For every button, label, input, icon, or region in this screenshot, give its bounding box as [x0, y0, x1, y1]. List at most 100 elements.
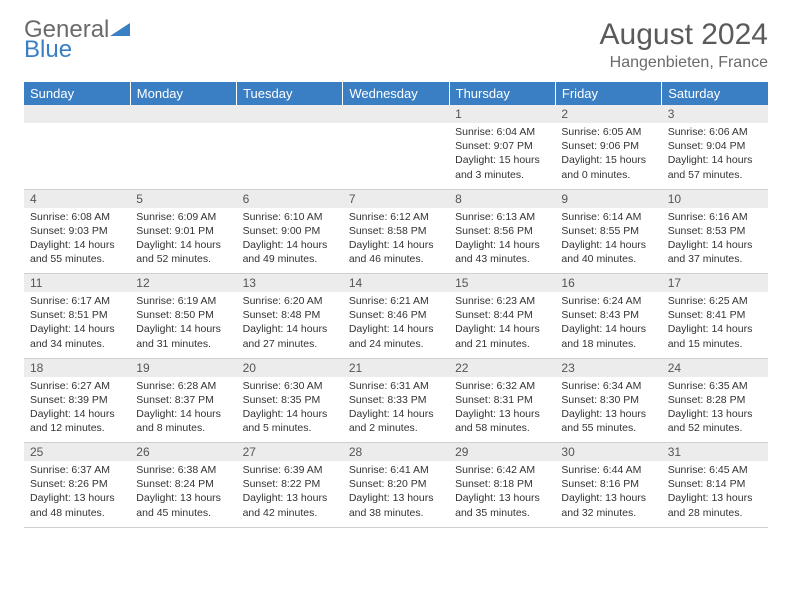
day-detail-cell: Sunrise: 6:04 AMSunset: 9:07 PMDaylight:… [449, 123, 555, 189]
day-number-cell: 30 [555, 443, 661, 462]
daylight-text: Daylight: 14 hours and 43 minutes. [455, 238, 549, 266]
day-number-cell: 4 [24, 189, 130, 208]
sunrise-text: Sunrise: 6:27 AM [30, 379, 124, 393]
day-number-cell [130, 105, 236, 123]
day-detail-cell: Sunrise: 6:41 AMSunset: 8:20 PMDaylight:… [343, 461, 449, 527]
day-number-cell: 17 [662, 274, 768, 293]
day-number-cell: 23 [555, 358, 661, 377]
sunrise-text: Sunrise: 6:14 AM [561, 210, 655, 224]
day-number-cell: 29 [449, 443, 555, 462]
day-number-cell: 15 [449, 274, 555, 293]
header-row: GeneralBlue August 2024 Hangenbieten, Fr… [24, 18, 768, 72]
day-number-row: 123 [24, 105, 768, 123]
sunrise-text: Sunrise: 6:09 AM [136, 210, 230, 224]
sunrise-text: Sunrise: 6:19 AM [136, 294, 230, 308]
day-detail-cell: Sunrise: 6:42 AMSunset: 8:18 PMDaylight:… [449, 461, 555, 527]
sunset-text: Sunset: 8:37 PM [136, 393, 230, 407]
daylight-text: Daylight: 13 hours and 52 minutes. [668, 407, 762, 435]
day-number-cell: 2 [555, 105, 661, 123]
daylight-text: Daylight: 14 hours and 2 minutes. [349, 407, 443, 435]
daylight-text: Daylight: 14 hours and 24 minutes. [349, 322, 443, 350]
day-detail-cell: Sunrise: 6:27 AMSunset: 8:39 PMDaylight:… [24, 377, 130, 443]
day-detail-cell: Sunrise: 6:28 AMSunset: 8:37 PMDaylight:… [130, 377, 236, 443]
day-detail-cell [24, 123, 130, 189]
sunrise-text: Sunrise: 6:04 AM [455, 125, 549, 139]
sunset-text: Sunset: 8:22 PM [243, 477, 337, 491]
sunset-text: Sunset: 9:01 PM [136, 224, 230, 238]
calendar-body: 123 Sunrise: 6:04 AMSunset: 9:07 PMDayli… [24, 105, 768, 527]
daylight-text: Daylight: 14 hours and 52 minutes. [136, 238, 230, 266]
sunrise-text: Sunrise: 6:30 AM [243, 379, 337, 393]
sunrise-text: Sunrise: 6:28 AM [136, 379, 230, 393]
day-detail-cell: Sunrise: 6:25 AMSunset: 8:41 PMDaylight:… [662, 292, 768, 358]
day-detail-cell [343, 123, 449, 189]
sunset-text: Sunset: 8:35 PM [243, 393, 337, 407]
day-detail-cell: Sunrise: 6:23 AMSunset: 8:44 PMDaylight:… [449, 292, 555, 358]
daylight-text: Daylight: 14 hours and 55 minutes. [30, 238, 124, 266]
sunrise-text: Sunrise: 6:38 AM [136, 463, 230, 477]
sunrise-text: Sunrise: 6:24 AM [561, 294, 655, 308]
daylight-text: Daylight: 13 hours and 55 minutes. [561, 407, 655, 435]
day-number-cell: 7 [343, 189, 449, 208]
sunset-text: Sunset: 8:50 PM [136, 308, 230, 322]
day-number-cell [237, 105, 343, 123]
sunset-text: Sunset: 8:16 PM [561, 477, 655, 491]
sunset-text: Sunset: 8:55 PM [561, 224, 655, 238]
sunset-text: Sunset: 8:28 PM [668, 393, 762, 407]
sunset-text: Sunset: 8:31 PM [455, 393, 549, 407]
sunrise-text: Sunrise: 6:42 AM [455, 463, 549, 477]
day-detail-row: Sunrise: 6:37 AMSunset: 8:26 PM Daylight:… [24, 461, 768, 527]
day-detail-cell: Sunrise: 6:34 AMSunset: 8:30 PMDaylight:… [555, 377, 661, 443]
sunset-text: Sunset: 8:51 PM [30, 308, 124, 322]
day-detail-cell: Sunrise: 6:39 AMSunset: 8:22 PMDaylight:… [237, 461, 343, 527]
sunrise-text: Sunrise: 6:45 AM [668, 463, 762, 477]
sunrise-text: Sunrise: 6:39 AM [243, 463, 337, 477]
daylight-text: Daylight: 14 hours and 40 minutes. [561, 238, 655, 266]
day-detail-cell: Sunrise: 6:38 AMSunset: 8:24 PMDaylight:… [130, 461, 236, 527]
sunset-text: Sunset: 9:03 PM [30, 224, 124, 238]
sunrise-text: Sunrise: 6:34 AM [561, 379, 655, 393]
day-number-cell: 24 [662, 358, 768, 377]
sunset-text: Sunset: 8:33 PM [349, 393, 443, 407]
day-number-cell: 13 [237, 274, 343, 293]
sunrise-text: Sunrise: 6:37 AM [30, 463, 124, 477]
day-detail-cell: Sunrise: 6:08 AMSunset: 9:03 PMDaylight:… [24, 208, 130, 274]
day-detail-cell: Sunrise: 6:31 AMSunset: 8:33 PMDaylight:… [343, 377, 449, 443]
day-number-cell: 25 [24, 443, 130, 462]
sunrise-text: Sunrise: 6:25 AM [668, 294, 762, 308]
weekday-header: Tuesday [237, 82, 343, 105]
sunset-text: Sunset: 8:53 PM [668, 224, 762, 238]
day-number-cell: 18 [24, 358, 130, 377]
day-number-cell: 8 [449, 189, 555, 208]
day-number-row: 18192021222324 [24, 358, 768, 377]
day-detail-cell: Sunrise: 6:21 AMSunset: 8:46 PMDaylight:… [343, 292, 449, 358]
location: Hangenbieten, France [600, 54, 768, 72]
day-number-row: 11121314151617 [24, 274, 768, 293]
daylight-text: Daylight: 15 hours and 0 minutes. [561, 153, 655, 181]
logo: GeneralBlue [24, 18, 130, 62]
sunrise-text: Sunrise: 6:05 AM [561, 125, 655, 139]
sunrise-text: Sunrise: 6:20 AM [243, 294, 337, 308]
day-detail-cell: Sunrise: 6:37 AMSunset: 8:26 PMDaylight:… [24, 461, 130, 527]
day-detail-cell: Sunrise: 6:09 AMSunset: 9:01 PMDaylight:… [130, 208, 236, 274]
day-detail-cell: Sunrise: 6:20 AMSunset: 8:48 PMDaylight:… [237, 292, 343, 358]
sunset-text: Sunset: 8:48 PM [243, 308, 337, 322]
sunrise-text: Sunrise: 6:06 AM [668, 125, 762, 139]
day-number-cell: 3 [662, 105, 768, 123]
daylight-text: Daylight: 14 hours and 46 minutes. [349, 238, 443, 266]
daylight-text: Daylight: 13 hours and 28 minutes. [668, 491, 762, 519]
weekday-header: Monday [130, 82, 236, 105]
sunset-text: Sunset: 8:26 PM [30, 477, 124, 491]
sunrise-text: Sunrise: 6:31 AM [349, 379, 443, 393]
day-number-cell: 14 [343, 274, 449, 293]
daylight-text: Daylight: 14 hours and 34 minutes. [30, 322, 124, 350]
sunset-text: Sunset: 8:46 PM [349, 308, 443, 322]
daylight-text: Daylight: 13 hours and 42 minutes. [243, 491, 337, 519]
day-detail-row: Sunrise: 6:08 AMSunset: 9:03 PMDaylight:… [24, 208, 768, 274]
day-detail-cell: Sunrise: 6:05 AMSunset: 9:06 PMDaylight:… [555, 123, 661, 189]
sunrise-text: Sunrise: 6:13 AM [455, 210, 549, 224]
day-number-row: 45678910 [24, 189, 768, 208]
day-detail-row: Sunrise: 6:17 AMSunset: 8:51 PMDaylight:… [24, 292, 768, 358]
sunset-text: Sunset: 8:56 PM [455, 224, 549, 238]
day-number-cell: 5 [130, 189, 236, 208]
